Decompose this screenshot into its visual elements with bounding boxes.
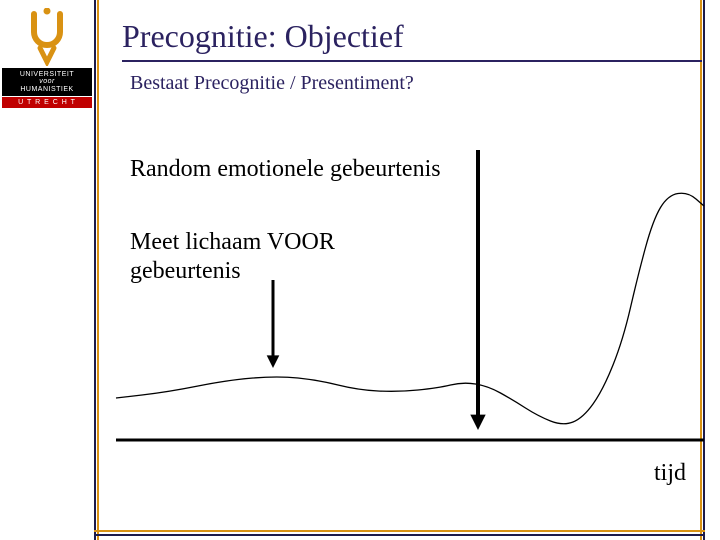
arrow-measure [267,280,280,368]
title-underline [122,60,702,62]
vline-inner-left [97,0,99,540]
axis-label-tijd: tijd [654,460,686,487]
curve [116,193,704,424]
logo-utrecht: U T R E C H T [2,97,92,108]
arrow-event [470,150,485,430]
footer-line-top [94,530,705,532]
logo-line-1: UNIVERSITEIT [4,71,90,78]
slide-title: Precognitie: Objectief [122,18,404,55]
logo-block: UNIVERSITEIT voor HUMANISTIEK U T R E C … [0,0,94,130]
chart [108,130,718,470]
sidebar: UNIVERSITEIT voor HUMANISTIEK U T R E C … [0,0,94,540]
slide-subtitle: Bestaat Precognitie / Presentiment? [130,72,414,95]
content-area: Precognitie: Objectief Bestaat Precognit… [108,0,708,540]
uvh-logo-icon [22,8,72,66]
logo-text: UNIVERSITEIT voor HUMANISTIEK [2,68,92,96]
footer-line-bottom [94,534,705,536]
logo-line-3: HUMANISTIEK [4,86,90,93]
vline-outer-left [94,0,96,540]
logo-line-2: voor [4,78,90,85]
